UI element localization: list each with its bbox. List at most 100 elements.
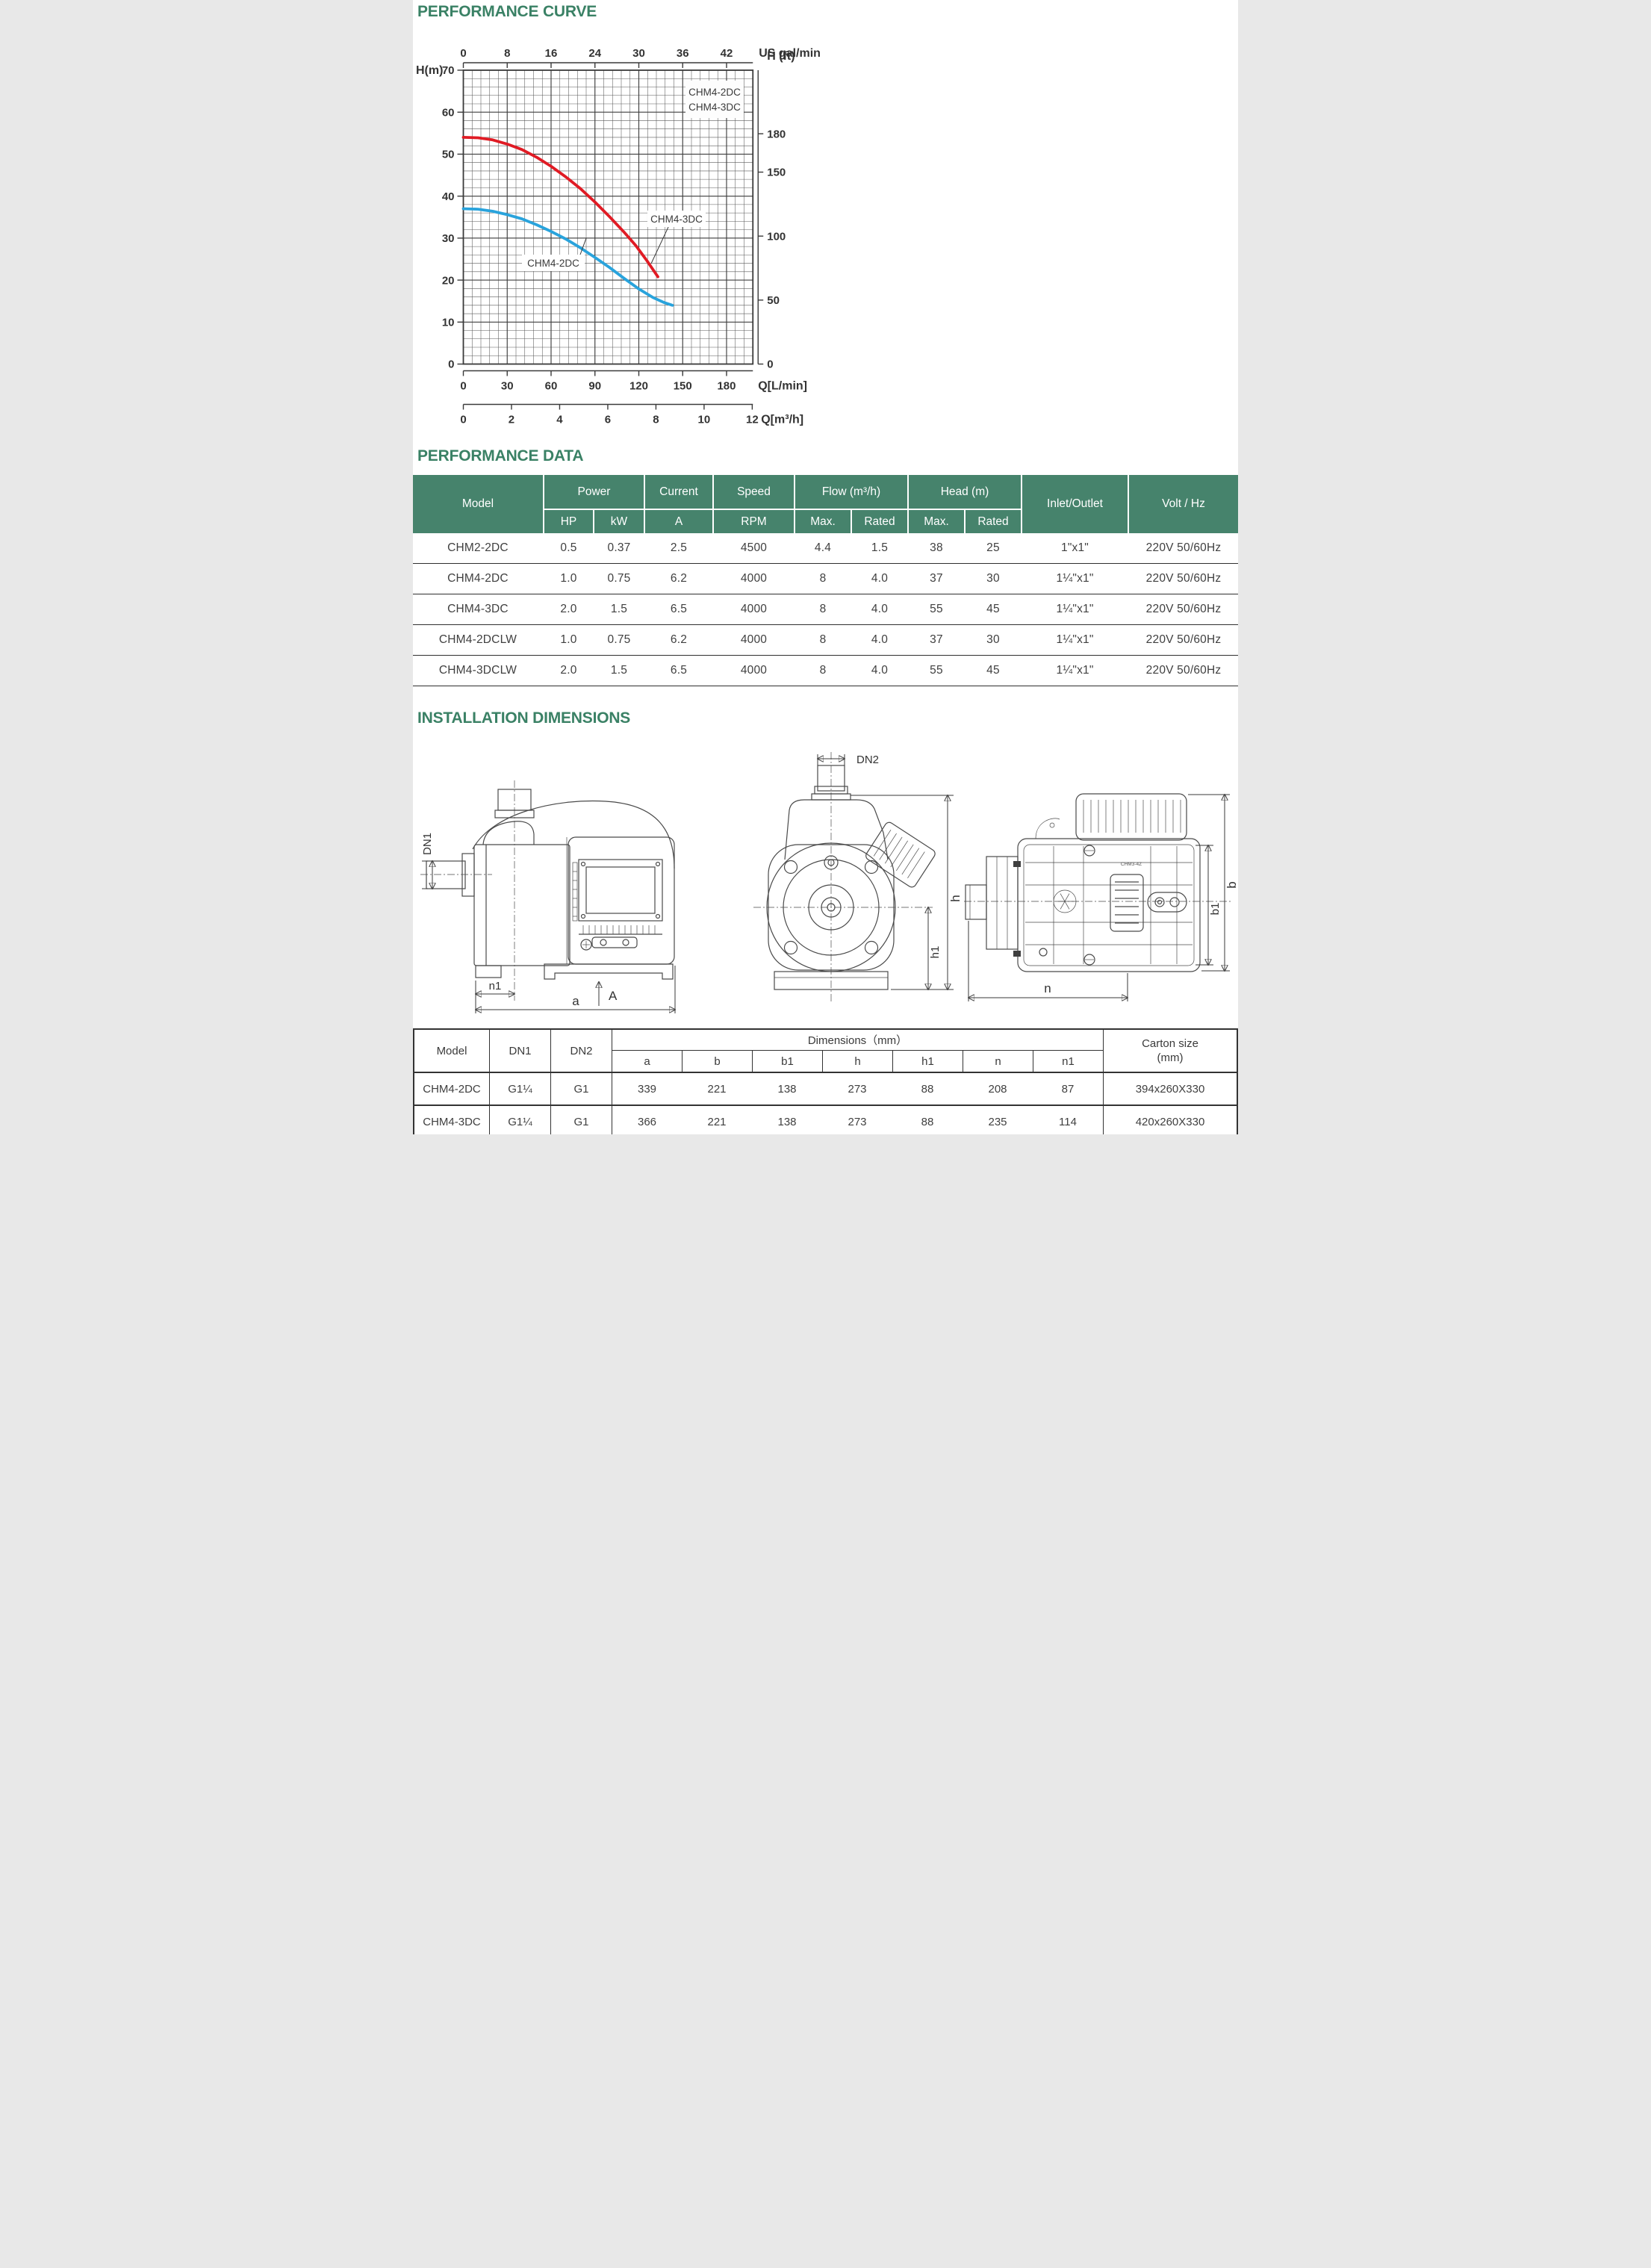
- perf-table-cell: 6.2: [670, 572, 688, 585]
- left-tick-label: 30: [442, 232, 455, 245]
- perf-table-cell: 4000: [740, 633, 768, 646]
- casting-label: CHM3-4Z: [1121, 862, 1142, 867]
- perf-table-cell: 4000: [740, 664, 768, 677]
- top-tick-label: 16: [545, 47, 558, 60]
- bottom-tick-label: 60: [545, 380, 558, 393]
- perf-table-cell: 38: [930, 541, 943, 554]
- dim-label-dn2: DN2: [856, 754, 879, 766]
- top-tick-label: 8: [504, 47, 510, 60]
- dim-label-b1: b1: [1209, 903, 1222, 916]
- col-speed: Speed: [714, 475, 794, 509]
- col-dn2: DN2: [550, 1030, 612, 1072]
- dims-table-cell: 138: [777, 1115, 797, 1128]
- dims-table-cell: 420x260X330: [1103, 1106, 1237, 1134]
- right-tick-label: 150: [767, 167, 786, 179]
- perf-table-cell: 1.5: [610, 664, 628, 677]
- perf-table-cell: 37: [930, 572, 943, 585]
- perf-table-cell: 37: [930, 633, 943, 646]
- pump-side-view-drawing: DN1 n1 a A: [420, 780, 703, 1013]
- plot-border: [462, 69, 754, 365]
- perf-table-cell: 1¼"x1": [1056, 633, 1094, 646]
- top-tick-label: 36: [677, 47, 689, 60]
- performance-table-body: CHM2-2DC 0.5 0.37 2.5 4500 4.4 1.5 38 25 1"x1" 220…: [413, 533, 1238, 686]
- perf-table-cell: 220V 50/60Hz: [1145, 603, 1222, 615]
- dims-table-cell: 366: [612, 1106, 682, 1134]
- carton-size-line1: Carton size: [1142, 1037, 1198, 1050]
- dimensions-table-header: Model DN1 DN2 Dimensions（mm） a b b1 h h1…: [414, 1030, 1237, 1073]
- curve-CHM4-3DC: [461, 136, 659, 279]
- perf-table-cell: 220V 50/60Hz: [1145, 572, 1222, 585]
- bottom-tick-label: 30: [501, 380, 514, 393]
- perf-table-cell: 1.5: [610, 603, 628, 615]
- perf-table-cell: 4.0: [871, 664, 889, 677]
- dims-table-cell: CHM4-3DC: [423, 1115, 481, 1128]
- perf-table-cell: 4.4: [814, 541, 832, 554]
- col-dim-n: n: [963, 1051, 1033, 1072]
- bottom2-tick-label: 8: [653, 414, 659, 426]
- dims-table-cell: 339: [612, 1073, 682, 1105]
- col-dimensions-mm: Dimensions（mm）: [612, 1030, 1103, 1051]
- dim-label-n1: n1: [489, 980, 502, 992]
- dims-table-cell: 394x260X330: [1103, 1073, 1237, 1105]
- perf-table-row: CHM2-2DC 0.5 0.37 2.5 4500 4.4 1.5 38 25 1"x1" 220…: [413, 533, 1238, 564]
- dims-table-cell: 88: [921, 1082, 934, 1096]
- legend-box: [685, 81, 744, 118]
- bottom2-tick-label: 6: [605, 414, 611, 426]
- perf-table-cell: 220V 50/60Hz: [1145, 633, 1222, 646]
- col-dim-b1: b1: [752, 1051, 822, 1072]
- installation-dimensions-title: INSTALLATION DIMENSIONS: [417, 709, 631, 727]
- bottom2-tick-label: 12: [746, 414, 759, 426]
- col-flow-rated: Rated: [852, 510, 907, 533]
- col-dim-h: h: [822, 1051, 892, 1072]
- right-tick-label: 50: [767, 294, 780, 307]
- dims-table-cell: G1¼: [489, 1073, 550, 1105]
- dims-table-cell: 221: [707, 1082, 727, 1096]
- col-head-max: Max.: [909, 510, 964, 533]
- right-axis-unit: H (ft): [767, 50, 795, 63]
- perf-table-cell: CHM4-3DC: [447, 603, 509, 615]
- dim-label-b: b: [1225, 881, 1238, 888]
- right-tick-label: 100: [767, 230, 786, 243]
- curve-label: CHM4-3DC: [650, 214, 703, 225]
- curve-label: CHM4-2DC: [527, 258, 579, 269]
- top-tick-label: 42: [721, 47, 733, 60]
- col-rpm: RPM: [714, 510, 794, 533]
- pump-top-view-drawing: CHM3-4Z b b1 n: [964, 793, 1238, 1001]
- dims-table-cell: CHM4-2DC: [423, 1082, 481, 1096]
- left-tick-label: 10: [442, 316, 455, 329]
- top-axis-unit: US gal/min: [759, 47, 821, 60]
- perf-table-cell: CHM4-2DCLW: [438, 633, 517, 646]
- dims-table-cell: G1: [550, 1073, 612, 1105]
- perf-table-cell: 4000: [740, 572, 768, 585]
- perf-table-cell: 1.0: [560, 572, 577, 585]
- perf-table-cell: 25: [986, 541, 1000, 554]
- pump-front-view-drawing: DN2 h h1: [753, 752, 963, 1003]
- performance-curve-title: PERFORMANCE CURVE: [417, 3, 597, 20]
- perf-table-cell: 30: [986, 633, 1000, 646]
- perf-table-cell: 0.37: [607, 541, 631, 554]
- right-tick-label: 180: [767, 128, 786, 140]
- perf-table-cell: 2.5: [670, 541, 688, 554]
- legend-entry: CHM4-2DC: [688, 87, 741, 98]
- dims-table-cell: 235: [988, 1115, 1007, 1128]
- left-tick-label: 0: [448, 358, 454, 371]
- perf-table-cell: 4000: [740, 603, 768, 615]
- col-flow: Flow (m³/h): [795, 475, 907, 509]
- left-tick-label: 40: [442, 190, 455, 203]
- performance-data-table: Model Power Current Speed Flow (m³/h) He…: [413, 475, 1238, 686]
- bottom2-tick-label: 10: [698, 414, 711, 426]
- perf-table-cell: 0.5: [560, 541, 577, 554]
- perf-table-cell: CHM4-2DC: [447, 572, 509, 585]
- dims-table-cell: 87: [1061, 1082, 1075, 1096]
- bottom-tick-label: 0: [460, 380, 466, 393]
- perf-table-cell: 1.5: [871, 541, 889, 554]
- left-tick-label: 70: [442, 64, 455, 77]
- dim-label-a: a: [572, 994, 579, 1008]
- perf-table-cell: 55: [930, 603, 943, 615]
- performance-curve-chart: 0 8 16 24 30 36 42 US gal/min010203040506070H(m…: [416, 47, 821, 426]
- perf-table-cell: 4.0: [871, 603, 889, 615]
- perf-table-cell: 55: [930, 664, 943, 677]
- col-hp: HP: [544, 510, 593, 533]
- left-tick-label: 50: [442, 149, 455, 161]
- right-tick-label: 0: [767, 358, 773, 371]
